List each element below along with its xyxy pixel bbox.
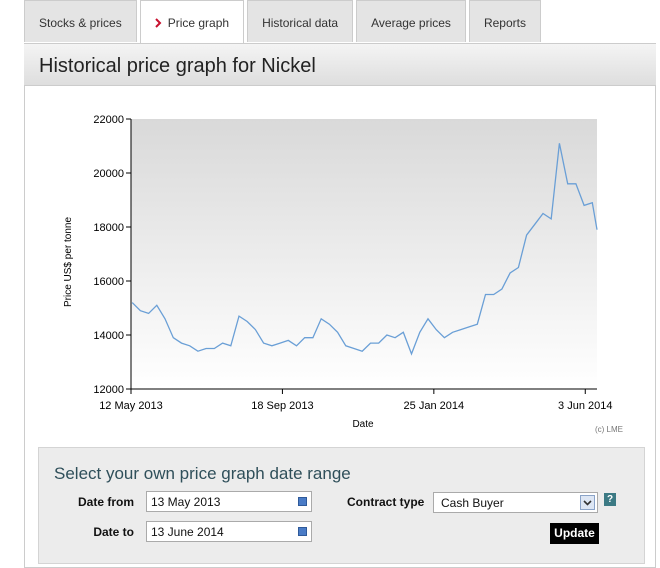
y-tick-label: 14000	[93, 330, 124, 342]
y-tick-label: 22000	[93, 114, 124, 126]
x-tick-label: 3 Jun 2014	[558, 400, 612, 412]
x-tick-label: 25 Jan 2014	[404, 400, 465, 412]
copyright-note: (c) LME	[595, 425, 623, 434]
calendar-icon[interactable]	[298, 527, 307, 536]
date-to-input[interactable]: 13 June 2014	[146, 521, 312, 542]
plot-area	[131, 119, 597, 389]
dropdown-arrow[interactable]	[580, 495, 595, 510]
y-tick-label: 20000	[93, 168, 124, 180]
tab-bar: Stocks & prices Price graph Historical dat…	[24, 0, 544, 45]
date-to-label: Date to	[93, 525, 134, 539]
tab-label: Reports	[483, 16, 526, 30]
help-button[interactable]: ?	[604, 493, 616, 506]
date-from-value: 13 May 2013	[151, 495, 221, 509]
contract-type-value: Cash Buyer	[441, 496, 504, 510]
date-from-input[interactable]: 13 May 2013	[146, 491, 312, 512]
y-axis-label: Price US$ per tonne	[63, 217, 74, 307]
chart: Price US$ per tonne Date (c) LME 12000 14…	[63, 114, 623, 434]
y-tick-label: 16000	[93, 276, 124, 288]
calendar-icon[interactable]	[298, 497, 307, 506]
active-chevron	[154, 18, 162, 28]
tab[interactable]: Reports	[468, 0, 541, 42]
form-title: Select your own price graph date range	[54, 464, 351, 483]
date-from-label: Date from	[77, 495, 134, 509]
date-range-form: Select your own price graph date range D…	[38, 447, 645, 564]
date-to-value: 13 June 2014	[151, 525, 224, 539]
tab[interactable]: Price graph	[139, 0, 245, 45]
y-tick-label: 12000	[93, 384, 124, 396]
contract-type-select[interactable]: Cash Buyer	[433, 492, 598, 513]
tab[interactable]: Stocks & prices	[24, 0, 137, 42]
tab-label: Price graph	[167, 16, 230, 30]
x-axis-label: Date	[352, 419, 374, 430]
tab-label: Historical data	[262, 16, 339, 30]
y-tick-label: 18000	[93, 222, 124, 234]
tab-label: Stocks & prices	[39, 16, 122, 30]
heading: Historical price graph for Nickel	[39, 55, 316, 77]
x-tick-label: 12 May 2013	[99, 400, 163, 412]
x-tick-label: 18 Sep 2013	[251, 400, 313, 412]
tab[interactable]: Historical data	[247, 0, 354, 42]
heading-bar: Historical price graph for Nickel	[24, 44, 656, 86]
update-button[interactable]: Update	[550, 523, 599, 544]
contract-type-label: Contract type	[347, 495, 425, 509]
tab[interactable]: Average prices	[356, 0, 466, 42]
price-line	[131, 143, 598, 356]
tab-label: Average prices	[371, 16, 451, 30]
